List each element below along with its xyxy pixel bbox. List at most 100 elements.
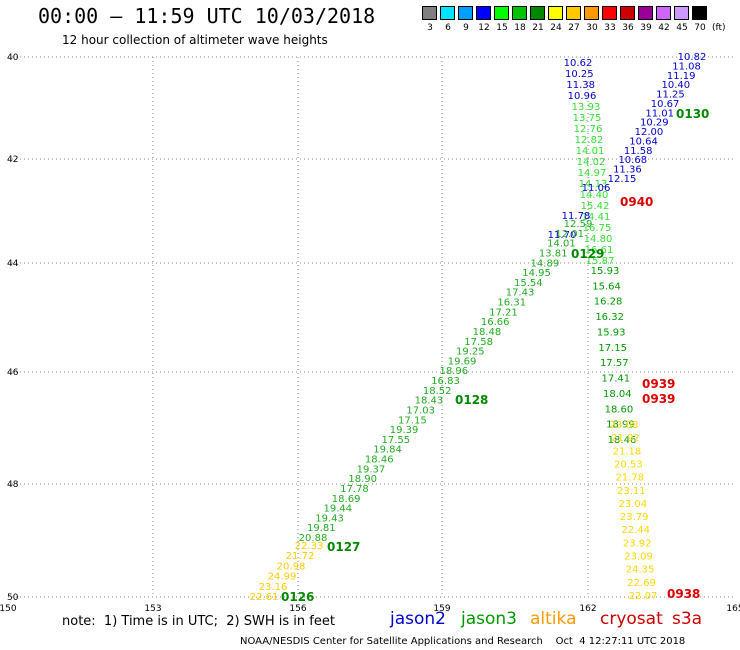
legend-label: 6 bbox=[445, 23, 451, 33]
swh-value: 23.04 bbox=[618, 499, 647, 510]
legend-label: 15 bbox=[496, 23, 508, 33]
swh-value: 11.08 bbox=[672, 61, 701, 72]
swh-value: 15.42 bbox=[581, 201, 610, 212]
swh-value: 11.25 bbox=[656, 90, 685, 101]
swh-value: 17.58 bbox=[464, 337, 493, 348]
swh-value: 23.09 bbox=[624, 552, 653, 563]
legend-label: 18 bbox=[514, 23, 526, 33]
swh-value: 12.01 bbox=[555, 229, 584, 240]
tick-label-lat: 48 bbox=[7, 480, 19, 490]
swh-value: 11.19 bbox=[667, 71, 696, 82]
swh-value: 18.46 bbox=[365, 455, 394, 466]
swh-value: 14.97 bbox=[578, 168, 607, 179]
swh-value: 12.82 bbox=[575, 135, 604, 146]
legend-label: 3 bbox=[427, 23, 433, 33]
legend-label: 70 bbox=[694, 23, 706, 33]
pass-time-label: 0939 bbox=[642, 392, 675, 406]
legend-swatch bbox=[602, 6, 617, 20]
page-title: 00:00 – 11:59 UTC 10/03/2018 bbox=[38, 4, 376, 28]
legend-swatch bbox=[566, 6, 581, 20]
swh-value: 19.39 bbox=[390, 425, 419, 436]
swh-value: 14.01 bbox=[547, 239, 576, 250]
tick-label-lon: 150 bbox=[0, 604, 17, 614]
swh-value: 21.78 bbox=[616, 473, 645, 484]
swh-value: 17.21 bbox=[489, 307, 518, 318]
pass-time-label: 0130 bbox=[676, 107, 709, 121]
swh-value: 12.59 bbox=[564, 219, 593, 230]
swh-value: 10.96 bbox=[568, 91, 597, 102]
tick-label-lon: 159 bbox=[433, 604, 450, 614]
swh-value: 20.88 bbox=[299, 533, 328, 544]
legend-swatch bbox=[494, 6, 509, 20]
swh-value: 16.32 bbox=[595, 312, 624, 323]
tick-label-lon: 162 bbox=[579, 604, 596, 614]
swh-value: 18.99 bbox=[606, 420, 635, 431]
pass-time-label: 0127 bbox=[327, 540, 360, 554]
swh-value: 18.04 bbox=[603, 389, 632, 400]
swh-value: 14.80 bbox=[584, 234, 613, 245]
legend-label: 39 bbox=[640, 23, 652, 33]
swh-value: 13.81 bbox=[539, 248, 568, 259]
swh-value: 18.46 bbox=[608, 435, 637, 446]
swh-value: 14.89 bbox=[531, 258, 560, 269]
swh-value: 17.57 bbox=[600, 358, 629, 369]
swh-value: 21.18 bbox=[613, 446, 642, 457]
tick-label-lon: 156 bbox=[289, 604, 306, 614]
pass-time-label: 0938 bbox=[667, 587, 700, 601]
swh-value: 16.66 bbox=[481, 317, 510, 328]
swh-value: 19.84 bbox=[373, 445, 402, 456]
legend-label: 33 bbox=[604, 23, 616, 33]
legend-swatch bbox=[530, 6, 545, 20]
swh-value: 10.82 bbox=[678, 52, 707, 63]
swh-value: 16.75 bbox=[583, 223, 612, 234]
swh-value: 18.96 bbox=[439, 366, 468, 377]
pass-time-label: 0128 bbox=[455, 393, 488, 407]
swh-value: 11.58 bbox=[624, 146, 653, 157]
tick-label-lat: 44 bbox=[7, 259, 19, 269]
swh-value: 11.06 bbox=[582, 183, 611, 194]
legend-swatch bbox=[548, 6, 563, 20]
swh-value: 14.41 bbox=[582, 212, 611, 223]
swh-value: 19.43 bbox=[315, 513, 344, 524]
swh-value: 18.90 bbox=[348, 474, 377, 485]
legend-label: 27 bbox=[568, 23, 580, 33]
swh-value: 18.52 bbox=[423, 386, 452, 397]
sat-altika: altika bbox=[530, 609, 577, 629]
page-subtitle: 12 hour collection of altimeter wave hei… bbox=[62, 33, 328, 47]
swh-value: 24.99 bbox=[268, 572, 297, 583]
swh-value: 10.29 bbox=[640, 118, 669, 129]
swh-value: 23.79 bbox=[620, 512, 649, 523]
pass-time-label: 0940 bbox=[620, 195, 653, 209]
swh-value: 12.15 bbox=[608, 174, 637, 185]
swh-value: 20.53 bbox=[614, 459, 643, 470]
swh-value: 22.33 bbox=[295, 541, 324, 552]
swh-value: 19.44 bbox=[324, 504, 353, 515]
legend-swatch bbox=[458, 6, 473, 20]
swh-value: 24.35 bbox=[626, 565, 655, 576]
legend-swatch bbox=[512, 6, 527, 20]
swh-value: 10.64 bbox=[629, 136, 658, 147]
tick-label-lon: 153 bbox=[144, 604, 161, 614]
swh-value: 17.43 bbox=[506, 288, 535, 299]
swh-value: 13.93 bbox=[572, 102, 601, 113]
swh-value: 11.70 bbox=[548, 230, 577, 241]
swh-value: 13.75 bbox=[573, 113, 602, 124]
sat-cryosat: cryosat bbox=[600, 609, 663, 629]
swh-value: 14.02 bbox=[577, 157, 606, 168]
swh-value: 17.03 bbox=[406, 405, 435, 416]
swh-value: 14.01 bbox=[576, 146, 605, 157]
legend-label: 45 bbox=[676, 23, 688, 33]
legend-swatch bbox=[584, 6, 599, 20]
legend-label: 21 bbox=[532, 23, 544, 33]
swh-value: 15.54 bbox=[514, 278, 543, 289]
swh-value: 15.87 bbox=[586, 256, 615, 267]
swh-value: 21.92 bbox=[611, 433, 640, 444]
swh-value: 10.25 bbox=[565, 69, 594, 80]
swh-value: 17.78 bbox=[340, 484, 369, 495]
swh-value: 19.25 bbox=[456, 347, 485, 358]
swh-value: 14.13 bbox=[579, 179, 608, 190]
legend-label: 24 bbox=[550, 23, 562, 33]
swh-value: 10.68 bbox=[618, 155, 647, 166]
